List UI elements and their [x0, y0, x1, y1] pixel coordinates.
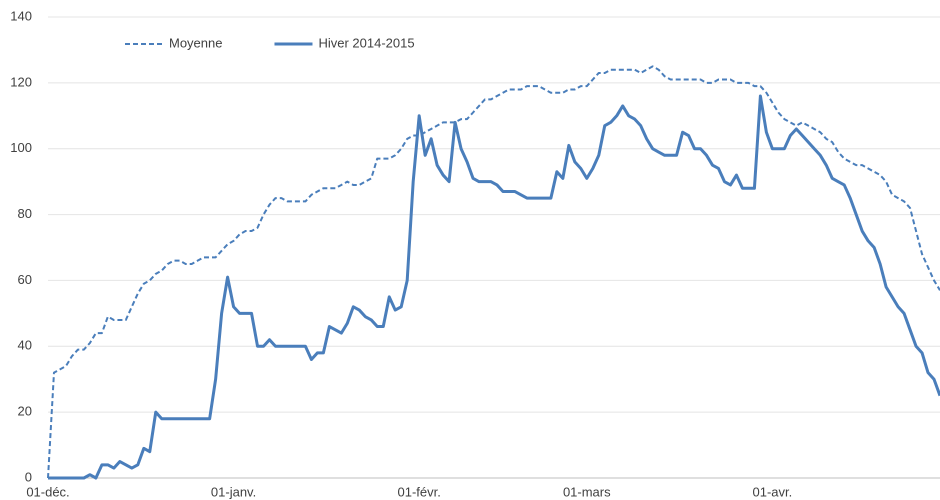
series-line — [47, 65, 940, 479]
series-line — [48, 94, 940, 480]
y-tick-label: 0 — [25, 469, 32, 484]
y-tick-label: 120 — [10, 74, 32, 89]
x-tick-label: 01-mars — [563, 484, 611, 499]
y-tick-label: 20 — [18, 404, 32, 419]
legend-label: Hiver 2014-2015 — [318, 35, 414, 50]
x-tick-label: 01-déc. — [26, 484, 69, 499]
x-tick-label: 01-janv. — [211, 484, 256, 499]
y-tick-label: 80 — [18, 206, 32, 221]
legend-label: Moyenne — [169, 35, 222, 50]
y-tick-label: 140 — [10, 8, 32, 23]
y-tick-label: 100 — [10, 140, 32, 155]
x-tick-label: 01-avr. — [753, 484, 793, 499]
y-tick-label: 60 — [18, 272, 32, 287]
x-tick-label: 01-févr. — [397, 484, 440, 499]
y-tick-label: 40 — [18, 338, 32, 353]
